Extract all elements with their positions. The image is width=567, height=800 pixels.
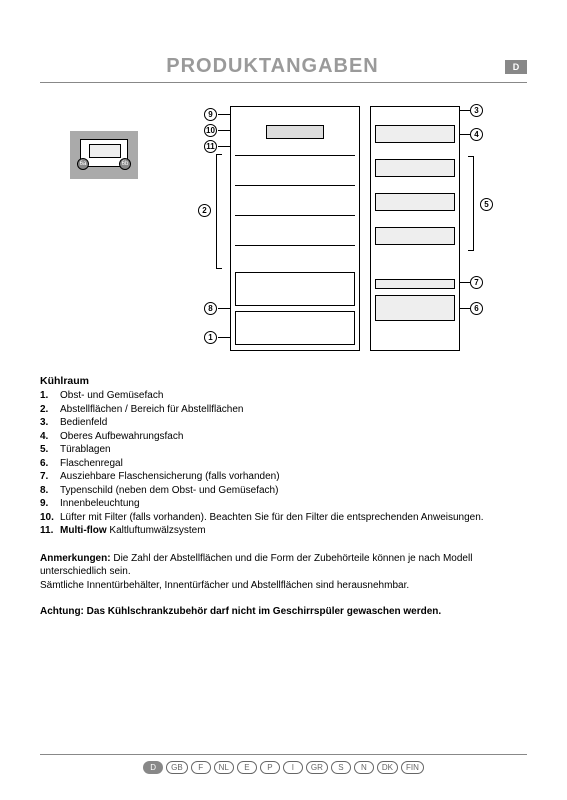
leader-line (218, 114, 230, 115)
parts-list: 1.Obst- und Gemüsefach 2.Abstellflächen … (40, 389, 527, 538)
list-item: 1.Obst- und Gemüsefach (40, 389, 527, 403)
control-panel-inset: 6a 6b (70, 131, 138, 179)
bottle-shelf (375, 295, 455, 321)
lang-pill-d[interactable]: D (143, 761, 163, 774)
door-shelf (375, 193, 455, 211)
language-footer: D GB F NL E P I GR S N DK FIN (40, 754, 527, 774)
control-button-a: 6a (77, 158, 89, 170)
callout-3: 3 (470, 104, 483, 117)
fridge-drawing: 9 10 11 2 8 1 3 4 5 7 6 (230, 106, 465, 356)
fridge-body (230, 106, 360, 351)
shelf-line (235, 155, 355, 157)
callout-1: 1 (204, 331, 217, 344)
lang-pill-f[interactable]: F (191, 761, 211, 774)
list-item: 3.Bedienfeld (40, 416, 527, 430)
control-panel-screen (89, 144, 121, 158)
callout-4: 4 (470, 128, 483, 141)
door-shelf (375, 159, 455, 177)
page-title: PRODUKTANGABEN (40, 55, 505, 78)
door-shelf (375, 125, 455, 143)
callout-2: 2 (198, 204, 211, 217)
leader-line (460, 110, 470, 111)
brace-2 (216, 154, 222, 269)
shelf-line (235, 245, 355, 247)
language-badge: D (505, 60, 527, 74)
list-item: 11.Multi-flow Kaltluftumwälzsystem (40, 524, 527, 538)
callout-8: 8 (204, 302, 217, 315)
drawer (235, 272, 355, 306)
lang-pill-gr[interactable]: GR (306, 761, 328, 774)
lang-pill-p[interactable]: P (260, 761, 280, 774)
leader-line (460, 308, 470, 309)
shelf-line (235, 215, 355, 217)
list-item: 2.Abstellflächen / Bereich für Abstellfl… (40, 403, 527, 417)
control-button-b: 6b (119, 158, 131, 170)
leader-line (218, 146, 230, 147)
list-item: 9.Innenbeleuchtung (40, 497, 527, 511)
warning-text: Achtung: Das Kühlschrankzubehör darf nic… (40, 606, 527, 617)
lang-pill-e[interactable]: E (237, 761, 257, 774)
notes-block: Anmerkungen: Die Zahl der Abstellflächen… (40, 552, 527, 593)
list-item: 7.Ausziehbare Flaschensicherung (falls v… (40, 470, 527, 484)
notes-line1: Anmerkungen: Die Zahl der Abstellflächen… (40, 552, 527, 579)
shelf-line (235, 185, 355, 187)
top-panel (266, 125, 324, 139)
callout-7: 7 (470, 276, 483, 289)
list-item: 10.Lüfter mit Filter (falls vorhanden). … (40, 511, 527, 525)
brace-5 (468, 156, 474, 251)
list-title: Kühlraum (40, 375, 527, 387)
list-item: 4.Oberes Aufbewahrungsfach (40, 430, 527, 444)
door-shelf (375, 227, 455, 245)
lang-pill-gb[interactable]: GB (166, 761, 188, 774)
list-item: 5.Türablagen (40, 443, 527, 457)
lang-pill-n[interactable]: N (354, 761, 374, 774)
callout-11: 11 (204, 140, 217, 153)
leader-line (460, 282, 470, 283)
bottle-guard (375, 279, 455, 289)
leader-line (218, 308, 230, 309)
lang-pill-s[interactable]: S (331, 761, 351, 774)
leader-line (218, 337, 230, 338)
control-panel-frame: 6a 6b (80, 139, 128, 167)
lang-pill-i[interactable]: I (283, 761, 303, 774)
callout-6: 6 (470, 302, 483, 315)
header: PRODUKTANGABEN D (40, 55, 527, 83)
lang-pill-fin[interactable]: FIN (401, 761, 424, 774)
notes-line2: Sämtliche Innentürbehälter, Innentürfäch… (40, 579, 527, 593)
list-item: 6.Flaschenregal (40, 457, 527, 471)
lang-pill-nl[interactable]: NL (214, 761, 234, 774)
callout-9: 9 (204, 108, 217, 121)
product-diagram: 6a 6b 9 10 11 (40, 101, 527, 361)
crisper-drawer (235, 311, 355, 345)
callout-5: 5 (480, 198, 493, 211)
callout-10: 10 (204, 124, 217, 137)
lang-pill-dk[interactable]: DK (377, 761, 398, 774)
leader-line (218, 130, 230, 131)
leader-line (460, 134, 470, 135)
list-item: 8.Typenschild (neben dem Obst- und Gemüs… (40, 484, 527, 498)
fridge-door (370, 106, 460, 351)
